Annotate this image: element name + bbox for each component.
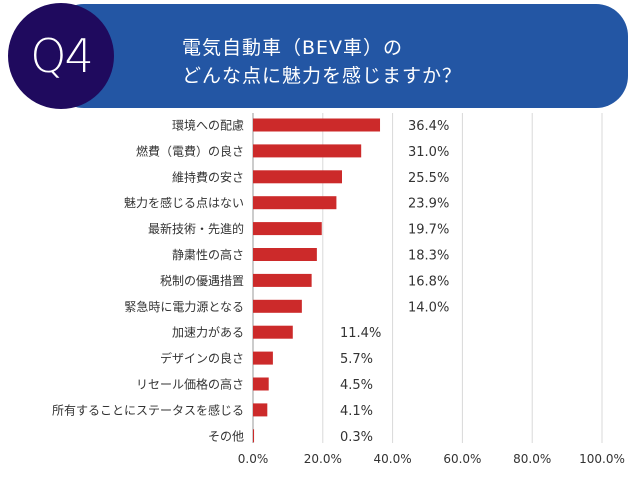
category-label: リセール価格の高さ — [136, 377, 244, 392]
category-label: 燃費（電費）の良さ — [136, 143, 244, 158]
x-tick-label: 0.0% — [238, 452, 269, 466]
category-label: 維持費の安さ — [172, 169, 244, 184]
bar — [253, 325, 293, 339]
category-label: デザインの良さ — [160, 351, 244, 366]
bar — [253, 170, 342, 184]
question-number-badge: Q4 — [8, 3, 114, 109]
category-label: 魅力を感じる点はない — [124, 195, 244, 210]
bar — [253, 144, 362, 158]
x-tick-label: 20.0% — [304, 452, 342, 466]
data-label: 14.0% — [408, 300, 449, 315]
bar — [253, 299, 302, 313]
category-label: 所有することにステータスを感じる — [52, 402, 244, 417]
title-line-1: 電気自動車（BEV車）の — [182, 37, 404, 59]
data-label: 19.7% — [408, 223, 449, 238]
data-label: 5.7% — [340, 352, 373, 367]
data-label: 0.3% — [340, 430, 373, 445]
category-label: 加速力がある — [172, 325, 244, 340]
x-tick-label: 40.0% — [374, 452, 412, 466]
title-line-2: どんな点に魅力を感じますか？ — [182, 65, 463, 87]
bar — [253, 403, 268, 417]
x-tick-label: 100.0% — [579, 452, 625, 466]
category-label: その他 — [208, 429, 244, 443]
x-tick-label: 80.0% — [513, 452, 551, 466]
x-tick-label: 60.0% — [443, 452, 481, 466]
data-label: 11.4% — [340, 326, 381, 341]
data-label: 4.1% — [340, 404, 373, 419]
bar — [253, 429, 255, 443]
category-label: 環境への配慮 — [172, 118, 244, 133]
bar — [253, 118, 381, 132]
data-label: 36.4% — [408, 119, 449, 134]
bar — [253, 377, 269, 391]
data-label: 23.9% — [408, 197, 449, 212]
bar — [253, 222, 322, 236]
data-label: 25.5% — [408, 171, 449, 186]
bar — [253, 273, 312, 287]
bar — [253, 248, 317, 261]
bar — [253, 351, 273, 365]
question-banner: 電気自動車（BEV車）の どんな点に魅力を感じますか？ — [52, 4, 628, 108]
data-label: 4.5% — [340, 378, 373, 393]
bar — [253, 196, 337, 210]
category-label: 静粛性の高さ — [172, 247, 244, 262]
question-title: 電気自動車（BEV車）の どんな点に魅力を感じますか？ — [182, 34, 462, 90]
data-label: 31.0% — [408, 145, 449, 160]
category-label: 最新技術・先進的 — [148, 221, 244, 236]
category-label: 税制の優遇措置 — [160, 274, 244, 288]
data-label: 16.8% — [408, 274, 449, 289]
data-label: 18.3% — [408, 249, 449, 264]
category-label: 緊急時に電力源となる — [124, 299, 244, 314]
